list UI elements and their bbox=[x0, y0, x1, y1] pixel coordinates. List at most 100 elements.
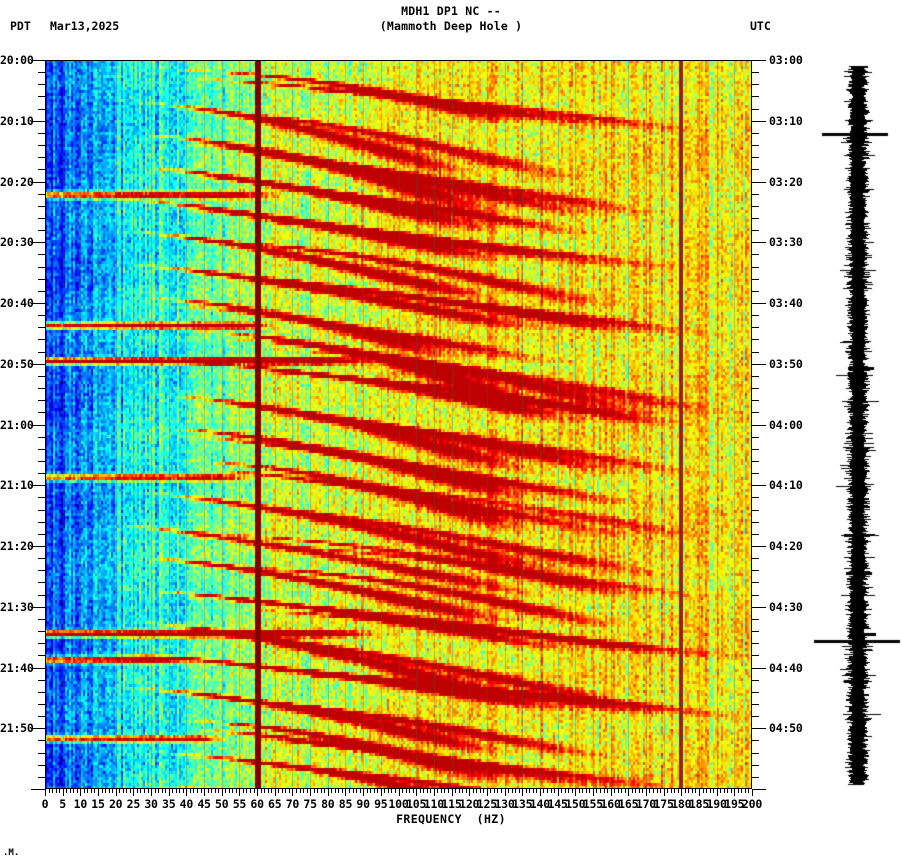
x-axis-tick bbox=[112, 789, 113, 793]
x-axis-tick bbox=[752, 789, 753, 796]
y-axis-left-tick bbox=[38, 716, 45, 717]
x-axis-tick bbox=[328, 789, 329, 796]
y-axis-right-tick bbox=[752, 327, 759, 328]
x-axis-tick bbox=[285, 789, 286, 793]
y-axis-left-tick bbox=[38, 352, 45, 353]
y-axis-right-tick bbox=[752, 595, 759, 596]
x-axis-tick bbox=[554, 789, 555, 793]
x-axis-tick bbox=[225, 789, 226, 793]
x-axis-tick bbox=[437, 789, 438, 793]
x-axis-tick bbox=[505, 789, 506, 796]
y-axis-right-tick bbox=[752, 84, 759, 85]
x-axis-tick bbox=[476, 789, 477, 793]
y-axis-left-tick bbox=[38, 84, 45, 85]
x-axis-tick bbox=[211, 789, 212, 793]
x-axis-tick-label: 70 bbox=[285, 797, 300, 811]
x-axis-tick bbox=[331, 789, 332, 793]
y-axis-left-tick bbox=[38, 218, 45, 219]
x-axis-tick bbox=[678, 789, 679, 793]
x-axis-tick-label: 60 bbox=[250, 797, 264, 811]
x-axis-tick-label: 190 bbox=[706, 797, 727, 811]
helicorder-trace bbox=[810, 58, 902, 793]
y-axis-right-tick bbox=[752, 109, 759, 110]
y-axis-left-label: 21:10 bbox=[0, 478, 34, 493]
x-axis-tick-label: 140 bbox=[529, 797, 550, 811]
x-axis-tick bbox=[508, 789, 509, 793]
x-axis-tick bbox=[533, 789, 534, 793]
y-axis-left-tick bbox=[38, 376, 45, 377]
spectrogram-plot[interactable] bbox=[45, 60, 752, 789]
y-axis-left-tick bbox=[31, 60, 45, 61]
y-axis-left-label: 21:30 bbox=[0, 599, 34, 614]
y-axis-left-label: 20:20 bbox=[0, 174, 34, 189]
x-axis-tick-label: 5 bbox=[59, 797, 67, 811]
y-axis-left-tick bbox=[38, 157, 45, 158]
y-axis-left-tick bbox=[38, 510, 45, 511]
y-axis-right-tick bbox=[752, 692, 759, 693]
y-axis-right-tick bbox=[752, 546, 766, 547]
x-axis-tick bbox=[720, 789, 721, 793]
x-axis-tick-label: 25 bbox=[126, 797, 141, 811]
x-axis-tick bbox=[501, 789, 502, 793]
x-axis-tick bbox=[56, 789, 57, 793]
timezone-right-label: UTC bbox=[750, 19, 771, 33]
x-axis-tick bbox=[204, 789, 205, 796]
x-axis-tick bbox=[190, 789, 191, 793]
y-axis-right-tick bbox=[752, 449, 759, 450]
x-axis-tick bbox=[480, 789, 481, 793]
x-axis-tick bbox=[551, 789, 552, 793]
x-axis-tick bbox=[423, 789, 424, 793]
y-axis-right-tick bbox=[752, 740, 759, 741]
x-axis-tick bbox=[289, 789, 290, 793]
x-axis-tick bbox=[158, 789, 159, 793]
y-axis-right-tick bbox=[752, 157, 759, 158]
y-axis-right-tick bbox=[752, 510, 759, 511]
x-axis-tick bbox=[741, 789, 742, 793]
y-axis-right-tick bbox=[752, 242, 766, 243]
x-axis-tick bbox=[409, 789, 410, 793]
x-axis-tick bbox=[600, 789, 601, 793]
x-axis-tick bbox=[660, 789, 661, 793]
y-axis-left-label: 21:20 bbox=[0, 539, 34, 553]
y-axis-right-tick bbox=[752, 522, 759, 523]
y-axis-right-tick bbox=[752, 473, 759, 474]
x-axis-tick bbox=[119, 789, 120, 793]
y-axis-right-tick bbox=[752, 206, 759, 207]
y-axis-left-tick bbox=[31, 303, 45, 304]
x-axis-tick-label: 50 bbox=[215, 797, 229, 811]
x-axis-tick-label: 120 bbox=[459, 797, 480, 811]
y-axis-left-label: 21:40 bbox=[0, 660, 34, 675]
y-axis-right-tick bbox=[752, 534, 759, 535]
x-axis-tick bbox=[462, 789, 463, 793]
x-axis-tick bbox=[473, 789, 474, 793]
y-axis-right-tick bbox=[752, 643, 759, 644]
x-axis-tick-label: 195 bbox=[724, 797, 745, 811]
x-axis-tick bbox=[275, 789, 276, 796]
y-axis-left-tick bbox=[38, 497, 45, 498]
x-axis-tick bbox=[360, 789, 361, 793]
x-axis-tick bbox=[169, 789, 170, 796]
x-axis-tick bbox=[87, 789, 88, 793]
x-axis-tick bbox=[667, 789, 668, 793]
y-axis-left-tick bbox=[38, 473, 45, 474]
x-axis-tick bbox=[342, 789, 343, 793]
y-axis-left-tick bbox=[38, 619, 45, 620]
x-axis-tick bbox=[745, 789, 746, 793]
x-axis-tick-label: 90 bbox=[356, 797, 370, 811]
y-axis-right-tick bbox=[752, 315, 759, 316]
y-axis-right-tick bbox=[752, 765, 759, 766]
x-axis-tick-label: 180 bbox=[671, 797, 692, 811]
x-axis-tick bbox=[748, 789, 749, 793]
x-axis-tick-label: 40 bbox=[179, 797, 194, 811]
x-axis-tick bbox=[94, 789, 95, 793]
spectrogram-image bbox=[45, 60, 752, 789]
y-axis-right-tick bbox=[752, 230, 759, 231]
x-axis-tick-label: 100 bbox=[388, 797, 409, 811]
x-axis-tick bbox=[261, 789, 262, 793]
x-axis-tick bbox=[197, 789, 198, 793]
x-axis-tick bbox=[317, 789, 318, 793]
x-axis-tick bbox=[151, 789, 152, 796]
x-axis-tick bbox=[52, 789, 53, 793]
x-axis-tick bbox=[116, 789, 117, 796]
y-axis-left-tick bbox=[38, 753, 45, 754]
